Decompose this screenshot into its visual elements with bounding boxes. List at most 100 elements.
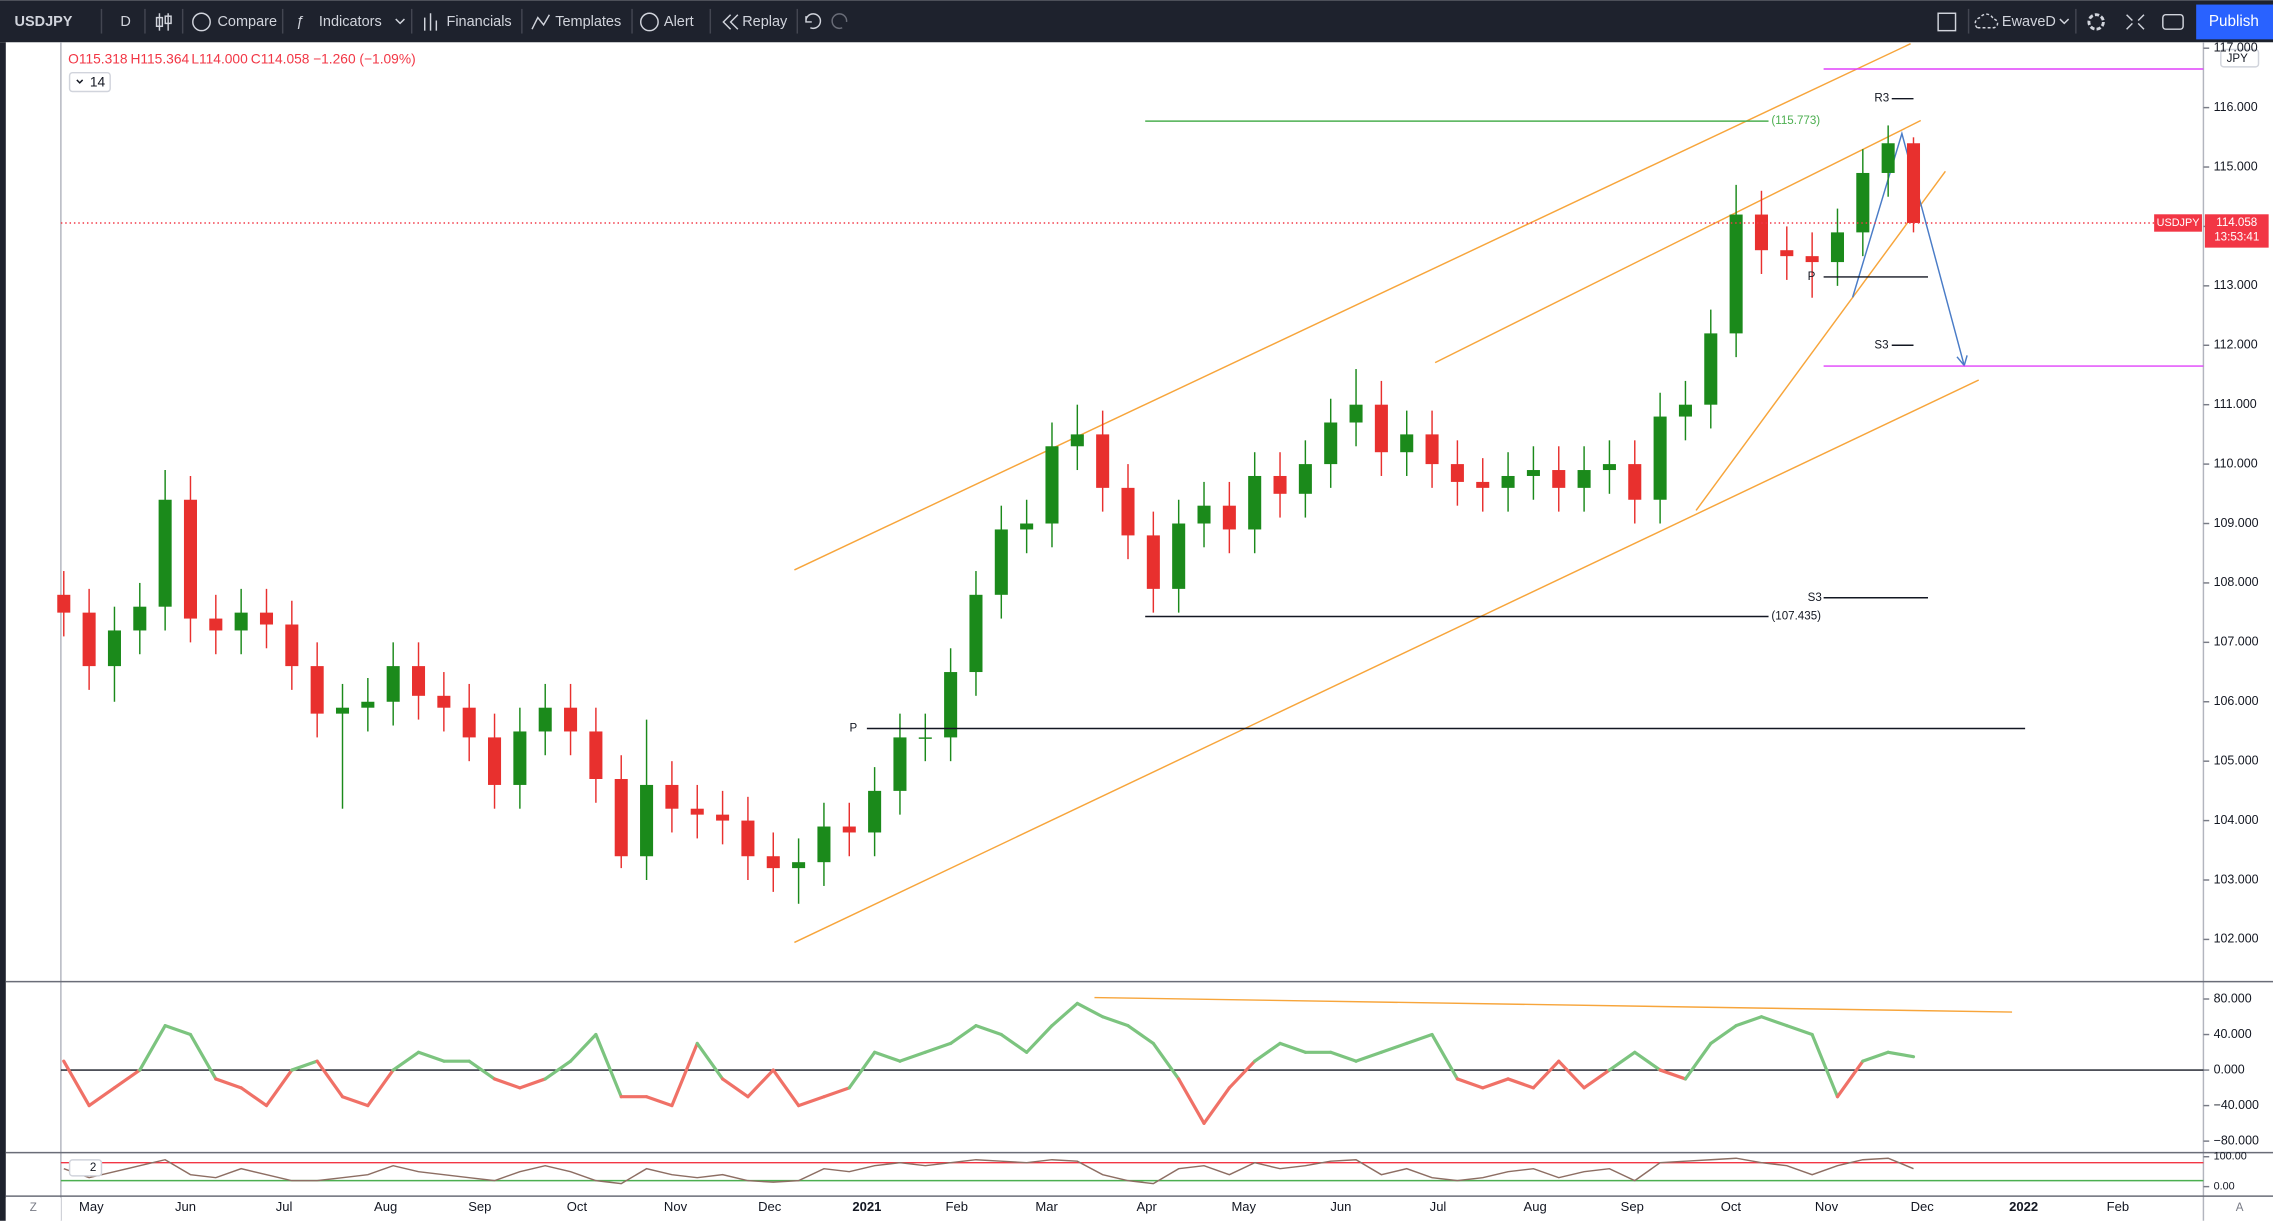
pivot-label: S3 [1874, 339, 1888, 351]
y-tick-label: 110.000 [2214, 456, 2258, 470]
indicators-toggle[interactable] [68, 71, 111, 93]
undo-icon[interactable] [805, 13, 822, 30]
compare-icon[interactable] [192, 12, 211, 32]
currency: JPY [2227, 53, 2249, 65]
indicator-segment [87, 1086, 117, 1108]
y-tick-label: 0.000 [2214, 1062, 2245, 1076]
currency-button[interactable] [2220, 48, 2260, 68]
interval[interactable]: D [120, 14, 130, 30]
replay-icon[interactable] [722, 14, 739, 30]
y-tick-label: 40.000 [2214, 1027, 2252, 1041]
candle-body [1881, 143, 1895, 173]
candle-body [918, 737, 932, 739]
price-tag [2204, 214, 2269, 248]
indicators-icon[interactable]: ƒ [296, 14, 304, 30]
candle-body [1172, 523, 1186, 589]
y-tick-label: 100.00 [2214, 1151, 2247, 1163]
fullscreen-select[interactable] [1937, 12, 1957, 32]
price-level-label: (115.773) [1771, 115, 1820, 127]
candles [57, 125, 1921, 904]
candle-body [1349, 404, 1363, 423]
candle-body [1222, 505, 1236, 530]
indicator-segment [1709, 1024, 1738, 1046]
candle-body [1425, 434, 1439, 465]
layout-name[interactable]: EwaveD [2002, 14, 2056, 30]
candle-body [1476, 481, 1490, 488]
indicator-segment [695, 1041, 725, 1081]
indicator-segment [1253, 1041, 1282, 1063]
indicator-line [60, 1157, 2204, 1185]
candle-body [361, 701, 375, 708]
x-tick-label: Oct [1721, 1199, 1742, 1214]
alert-icon[interactable] [640, 12, 659, 32]
snapshot-icon[interactable] [2162, 13, 2184, 30]
indicator-segment [239, 1086, 269, 1108]
financials-button[interactable]: Financials [446, 14, 511, 30]
indicator-segment [138, 1024, 167, 1072]
candle-body [209, 618, 223, 631]
templates-button[interactable]: Templates [555, 14, 621, 30]
toolbar-items: USDJPY D Compare ƒ Indicators Financials… [14, 4, 2273, 40]
symbol[interactable]: USDJPY [14, 14, 72, 30]
chart-style-icon[interactable] [155, 13, 172, 31]
x-tick-label: Jul [1430, 1199, 1447, 1214]
candle-body [335, 707, 350, 714]
dropdown-arrow[interactable] [2059, 18, 2070, 25]
candle-body [1197, 505, 1211, 524]
x-tick-label: Jul [276, 1199, 293, 1214]
indicator-segment [1734, 1015, 1764, 1028]
candle-body [690, 808, 704, 815]
x-tick-label: Nov [664, 1199, 688, 1214]
indicator-segment [1785, 1024, 1814, 1037]
alert-button[interactable]: Alert [664, 14, 694, 30]
pane-toggle[interactable] [68, 1159, 103, 1177]
indicator-segment [1405, 1032, 1434, 1046]
indicator-segment [1177, 1077, 1206, 1125]
ohlc-close: C114.058 [251, 51, 310, 66]
y-tick-label: 103.000 [2214, 872, 2259, 886]
indicator-segment [1557, 1059, 1586, 1090]
indicator-segment [771, 1068, 801, 1108]
candle-body [1526, 470, 1540, 476]
indicator-segment [1227, 1059, 1257, 1090]
compare-button[interactable]: Compare [217, 14, 277, 30]
pivot-label: P [1808, 271, 1816, 283]
candle-body [564, 707, 578, 732]
templates-icon[interactable] [531, 14, 551, 30]
candle-body [969, 594, 983, 673]
indicators-button[interactable]: Indicators [319, 14, 382, 30]
x-tick-label: Mar [1035, 1199, 1058, 1214]
fullscreen-icon[interactable] [2126, 14, 2145, 30]
candle-body [1146, 535, 1160, 589]
indicator-segment [315, 1059, 345, 1099]
trend-channels [794, 43, 2013, 1013]
x-tick-label: Feb [946, 1199, 968, 1214]
axis-button[interactable]: Z [30, 1202, 37, 1214]
financials-icon[interactable] [424, 13, 438, 31]
axis-button[interactable]: A [2236, 1202, 2244, 1214]
candle-body [1729, 214, 1743, 334]
indicator-segment [1835, 1059, 1865, 1099]
publish-button-bg[interactable] [2196, 4, 2273, 40]
x-tick-label: Jun [175, 1199, 196, 1214]
indicator-segment [340, 1095, 370, 1108]
cloud-icon[interactable] [1974, 13, 1999, 29]
indicator-segment [112, 1068, 142, 1090]
y-tick-label: −80.000 [2214, 1133, 2259, 1147]
y-tick-label: 105.000 [2214, 753, 2259, 767]
dropdown-arrow[interactable] [395, 18, 405, 25]
replay-button[interactable]: Replay [742, 14, 788, 30]
x-tick-label: Aug [1524, 1199, 1547, 1214]
candle-body [665, 784, 679, 809]
publish-button[interactable]: Publish [2209, 13, 2259, 30]
stoch-line [63, 1157, 1914, 1185]
y-tick-label: 108.000 [2214, 575, 2259, 589]
candle-body [107, 630, 121, 667]
x-tick-label: Jun [1330, 1199, 1351, 1214]
candle-body [386, 666, 400, 702]
candle-body [640, 784, 654, 857]
x-tick-label: May [79, 1199, 104, 1214]
settings-icon[interactable] [2087, 13, 2105, 31]
y-tick-label: 0.00 [2214, 1181, 2235, 1193]
indicator-segment [1455, 1077, 1485, 1090]
